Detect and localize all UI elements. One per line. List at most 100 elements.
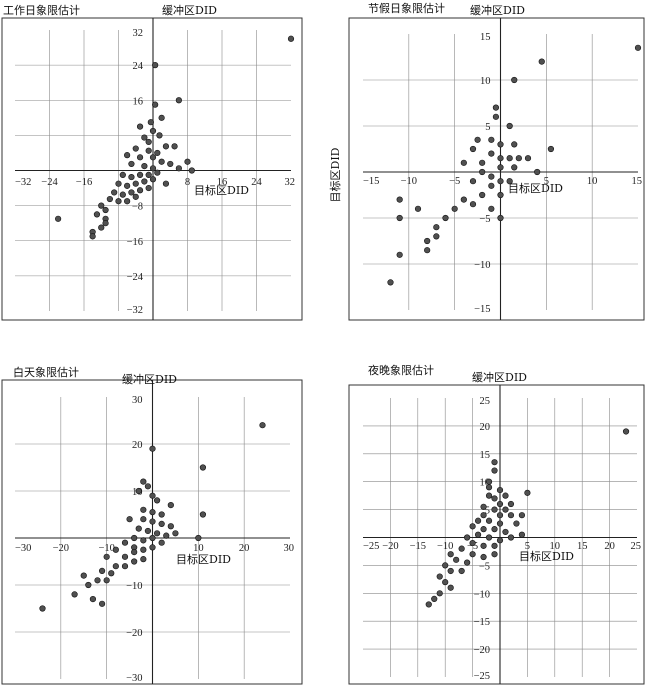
data-point xyxy=(502,528,509,536)
data-point xyxy=(491,526,498,533)
data-point xyxy=(152,101,159,108)
data-point xyxy=(497,164,504,171)
data-point xyxy=(149,154,157,161)
x-tick-label: 25 xyxy=(631,541,642,552)
data-point xyxy=(485,478,493,485)
data-point xyxy=(71,591,78,598)
data-point xyxy=(140,478,147,485)
data-point xyxy=(39,605,46,612)
y-tick-label: −24 xyxy=(127,272,144,283)
y-tick-label: −16 xyxy=(127,237,143,248)
data-point xyxy=(140,537,147,544)
data-point xyxy=(485,534,493,541)
data-point xyxy=(511,76,518,84)
data-point xyxy=(108,570,115,577)
data-point xyxy=(442,562,449,569)
data-point xyxy=(103,553,110,560)
data-point xyxy=(98,600,106,607)
data-point xyxy=(387,279,394,286)
x-tick-label: 30 xyxy=(284,543,295,554)
y-tick-label: −10 xyxy=(474,589,490,600)
data-point xyxy=(141,178,148,185)
side-axis-label: 目标区DID xyxy=(328,147,342,202)
data-point xyxy=(488,136,495,143)
data-point xyxy=(396,196,403,203)
data-point xyxy=(447,551,454,558)
data-point xyxy=(128,160,135,168)
y-tick-label: −10 xyxy=(126,581,142,592)
chart-panel-2: −15 −10 −5 5 10 15 15 10 5 −5 −10 −15 节假日象限估计 缓冲区DID 目… xyxy=(328,1,645,321)
data-point xyxy=(140,516,147,523)
data-point xyxy=(98,202,105,209)
data-point xyxy=(153,497,161,504)
data-point xyxy=(469,178,477,185)
x-tick-label: 20 xyxy=(604,541,615,552)
y-axis-label: 缓冲区DID xyxy=(122,372,177,386)
data-point xyxy=(102,206,109,214)
x-tick-label: −20 xyxy=(382,541,398,552)
data-point xyxy=(149,492,156,499)
data-point xyxy=(115,198,122,205)
data-point xyxy=(131,534,138,542)
data-point xyxy=(147,119,154,126)
data-point xyxy=(474,531,482,538)
data-point xyxy=(188,167,195,174)
data-point xyxy=(184,158,191,165)
plot-frame xyxy=(348,384,645,685)
y-tick-label: −15 xyxy=(474,304,490,315)
data-point xyxy=(480,542,487,549)
data-point xyxy=(126,516,133,523)
y-tick-label: 5 xyxy=(485,122,490,133)
x-tick-label: −10 xyxy=(98,543,114,554)
data-point xyxy=(136,154,144,161)
data-point xyxy=(442,214,449,222)
y-tick-label: −32 xyxy=(127,305,143,316)
data-point xyxy=(431,595,438,602)
data-point xyxy=(424,237,431,245)
data-point xyxy=(460,196,467,203)
data-point xyxy=(480,512,487,519)
x-tick-label: 10 xyxy=(550,541,561,552)
y-tick-label: 16 xyxy=(133,96,144,107)
data-point xyxy=(496,537,504,544)
x-tick-label: −10 xyxy=(437,541,453,552)
data-point xyxy=(436,590,443,597)
data-point xyxy=(106,195,113,203)
x-tick-label: 5 xyxy=(525,541,530,552)
x-tick-label: −30 xyxy=(15,543,31,554)
data-point xyxy=(442,579,449,586)
data-point xyxy=(149,165,157,172)
data-point xyxy=(195,534,202,542)
data-point xyxy=(149,127,157,135)
chart-panel-1: −32 −24 −16 8 16 24 32 32 24 16 −8 −16 −24 −32 工作日象限估计… xyxy=(1,3,303,321)
data-point xyxy=(136,187,144,194)
chart-title: 工作日象限估计 xyxy=(3,4,80,17)
x-tick-label: 32 xyxy=(285,177,296,188)
data-point xyxy=(156,132,163,139)
data-point xyxy=(149,534,156,542)
y-tick-label: −20 xyxy=(474,645,490,656)
data-point xyxy=(488,182,495,189)
data-point xyxy=(140,506,147,513)
data-point xyxy=(451,205,458,212)
data-point xyxy=(171,143,178,150)
data-point xyxy=(131,548,138,556)
data-point xyxy=(460,159,467,166)
data-point xyxy=(135,525,142,532)
data-point xyxy=(513,520,520,527)
data-point xyxy=(158,158,165,165)
data-point xyxy=(458,567,465,575)
data-point xyxy=(149,445,156,452)
data-point xyxy=(85,581,92,589)
y-tick-label: −10 xyxy=(474,260,490,271)
data-point xyxy=(491,506,498,513)
data-point xyxy=(158,539,165,546)
y-tick-label: −5 xyxy=(479,561,490,572)
data-point xyxy=(98,224,105,231)
data-point xyxy=(458,545,465,552)
data-point xyxy=(172,530,179,537)
y-tick-label: 24 xyxy=(133,61,144,72)
data-point xyxy=(121,563,129,570)
data-point xyxy=(502,492,509,499)
data-point xyxy=(485,492,493,499)
